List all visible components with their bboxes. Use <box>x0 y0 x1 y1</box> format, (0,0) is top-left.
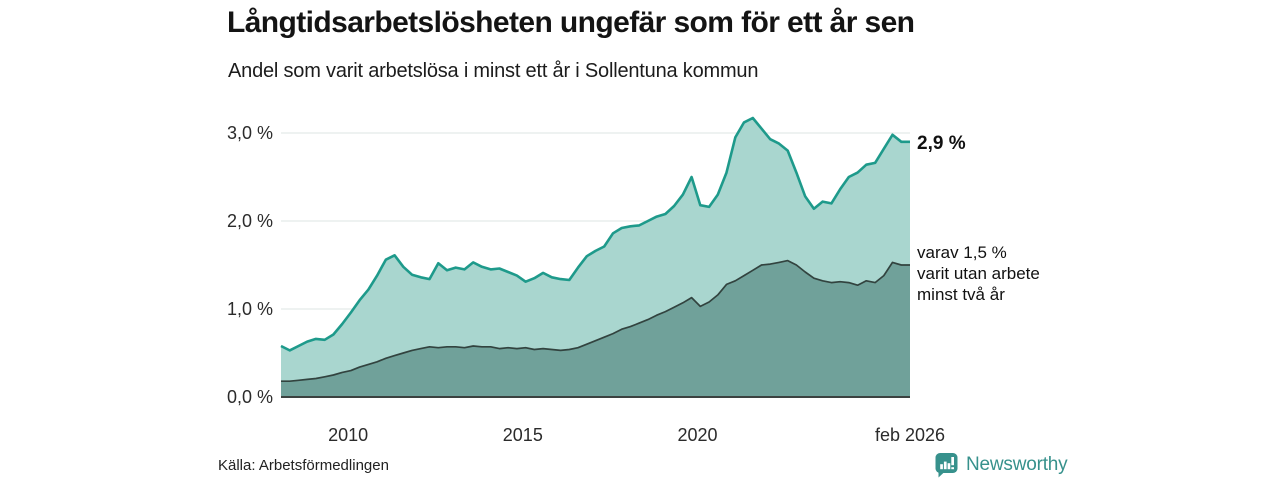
x-tick-label: feb 2026 <box>875 425 945 445</box>
y-tick-label: 2,0 % <box>227 211 273 231</box>
line-total-over-one-year <box>280 116 910 352</box>
two-year-annotation-line2: varit utan arbete <box>917 264 1040 283</box>
axis-layer: 0,0 % 1,0 % 2,0 % 3,0 % 2010 2015 2020 feb 2026 <box>227 116 945 445</box>
line-over-two-years <box>281 259 910 383</box>
x-tick-label: 2015 <box>503 425 543 445</box>
source-caption: Källa: Arbetsförmedlingen <box>218 457 389 474</box>
newsworthy-bars-icon <box>935 453 958 478</box>
two-year-annotation-line1: varav 1,5 % <box>917 243 1007 262</box>
y-tick-label: 1,0 % <box>227 299 273 319</box>
latest-value-label: 2,9 % <box>917 133 966 154</box>
newsworthy-wordmark: Newsworthy <box>966 454 1068 475</box>
x-tick-label: 2020 <box>678 425 718 445</box>
series-layer <box>281 118 910 397</box>
area-over-two-years <box>281 260 910 397</box>
chart-subtitle: Andel som varit arbetslösa i minst ett å… <box>228 60 759 82</box>
x-tick-label: 2010 <box>328 425 368 445</box>
page-title: Långtidsarbetslösheten ungefär som för e… <box>227 6 915 39</box>
two-year-annotation-line3: minst två år <box>917 285 1005 304</box>
newsworthy-logo: Newsworthy <box>934 452 1068 478</box>
y-tick-label: 0,0 % <box>227 387 273 407</box>
y-tick-label: 3,0 % <box>227 123 273 143</box>
